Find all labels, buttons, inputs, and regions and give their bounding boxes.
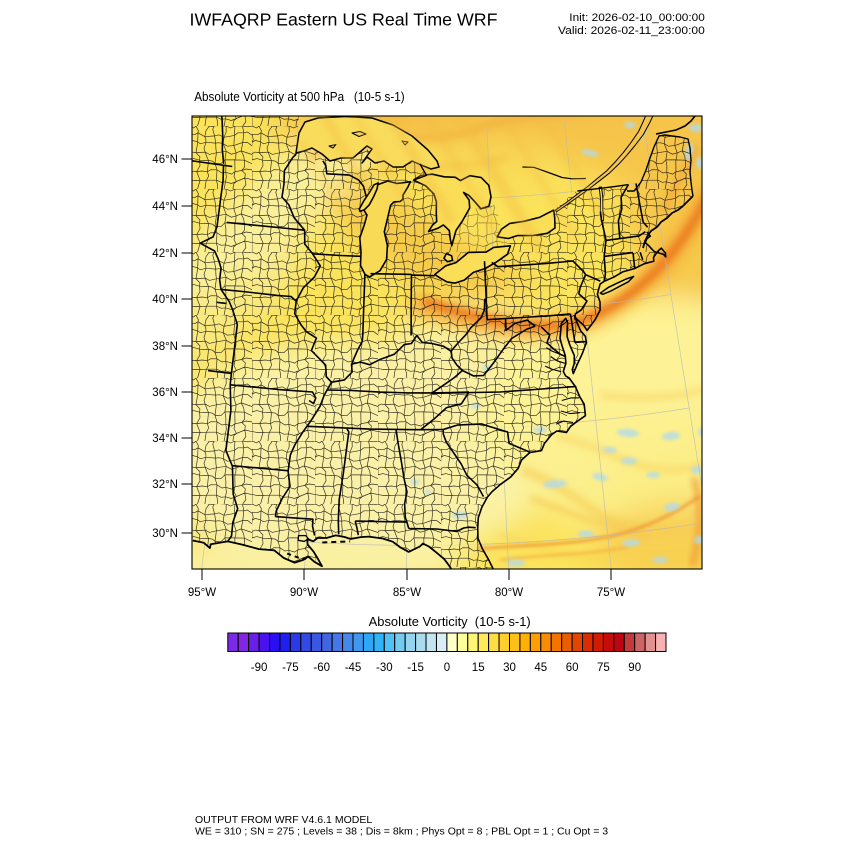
svg-text:-45: -45 bbox=[345, 662, 362, 674]
svg-text:40°N: 40°N bbox=[152, 294, 178, 306]
svg-text:36°N: 36°N bbox=[152, 387, 178, 399]
svg-text:32°N: 32°N bbox=[152, 479, 178, 491]
svg-text:42°N: 42°N bbox=[152, 248, 178, 260]
svg-text:95°W: 95°W bbox=[188, 587, 216, 599]
svg-text:Absolute Vorticity (10-5 s-1): Absolute Vorticity (10-5 s-1) bbox=[369, 614, 531, 629]
svg-text:15: 15 bbox=[472, 662, 485, 674]
svg-text:0: 0 bbox=[444, 662, 450, 674]
svg-text:Init: 2026-02-10_00:00:00: Init: 2026-02-10_00:00:00 bbox=[569, 12, 705, 24]
svg-text:34°N: 34°N bbox=[152, 433, 178, 445]
svg-text:-15: -15 bbox=[407, 662, 424, 674]
svg-text:-30: -30 bbox=[376, 662, 393, 674]
svg-text:-60: -60 bbox=[313, 662, 330, 674]
svg-text:38°N: 38°N bbox=[152, 341, 178, 353]
svg-text:IWFAQRP Eastern US Real Time W: IWFAQRP Eastern US Real Time WRF bbox=[190, 10, 498, 30]
svg-text:-75: -75 bbox=[282, 662, 299, 674]
svg-text:60: 60 bbox=[566, 662, 579, 674]
svg-text:80°W: 80°W bbox=[495, 587, 523, 599]
svg-text:30°N: 30°N bbox=[152, 528, 178, 540]
svg-text:WE = 310 ; SN = 275 ; Levels =: WE = 310 ; SN = 275 ; Levels = 38 ; Dis … bbox=[195, 826, 608, 838]
svg-text:-90: -90 bbox=[251, 662, 268, 674]
svg-text:45: 45 bbox=[534, 662, 547, 674]
svg-text:30: 30 bbox=[503, 662, 516, 674]
svg-text:44°N: 44°N bbox=[152, 201, 178, 213]
svg-text:46°N: 46°N bbox=[152, 154, 178, 166]
svg-text:OUTPUT FROM WRF V4.6.1 MODEL: OUTPUT FROM WRF V4.6.1 MODEL bbox=[195, 814, 372, 826]
svg-text:75°W: 75°W bbox=[597, 587, 625, 599]
svg-text:Valid: 2026-02-11_23:00:00: Valid: 2026-02-11_23:00:00 bbox=[558, 25, 705, 37]
svg-text:85°W: 85°W bbox=[393, 587, 421, 599]
svg-text:90: 90 bbox=[628, 662, 641, 674]
svg-text:90°W: 90°W bbox=[290, 587, 318, 599]
svg-text:75: 75 bbox=[597, 662, 610, 674]
svg-text:Absolute Vorticity at 500 hPa: Absolute Vorticity at 500 hPa (10-5 s-1) bbox=[194, 89, 405, 104]
